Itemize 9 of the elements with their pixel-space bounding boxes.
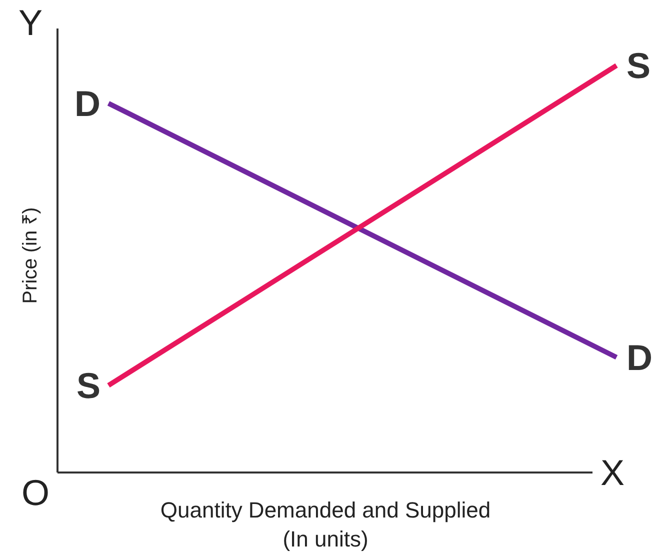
annotation: O — [22, 472, 50, 513]
text: D — [626, 336, 652, 378]
y-axis-title: Price (in ₹) — [20, 207, 42, 304]
x-axis-title: Quantity Demanded and Supplied (In units) — [160, 498, 491, 552]
series-label: S — [76, 364, 101, 406]
annotation: X — [600, 452, 625, 493]
text: S — [626, 45, 651, 86]
series-label: D — [74, 82, 100, 124]
text: Y — [18, 2, 43, 43]
